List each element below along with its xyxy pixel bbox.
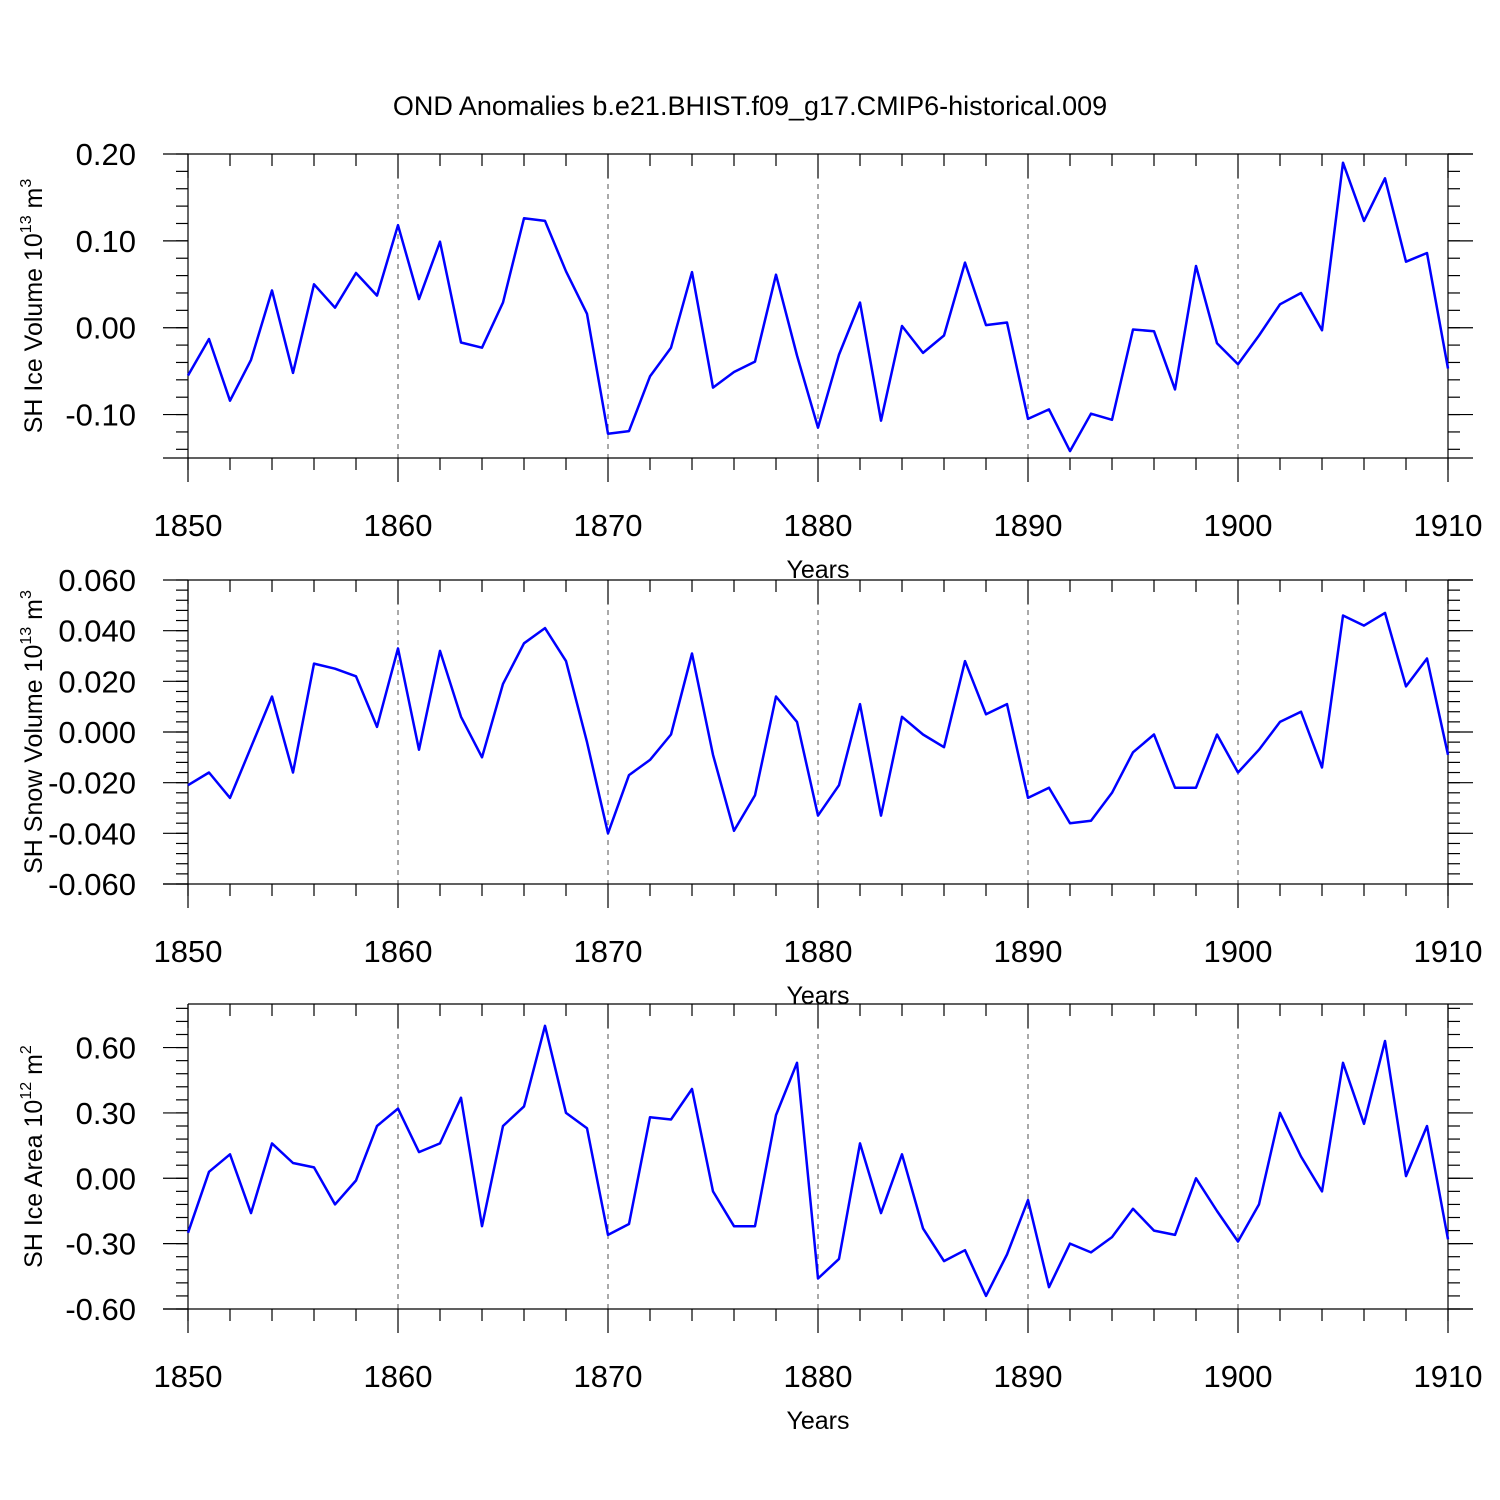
y-tick-label: 0.30 [76, 1096, 136, 1131]
x-tick-label: 1870 [574, 508, 643, 543]
y-axis-title-unit: m [20, 188, 48, 216]
y-axis-title-main: SH Ice Area 10 [20, 1100, 48, 1268]
x-tick-label: 1900 [1204, 934, 1273, 969]
y-tick-label: -0.060 [48, 867, 136, 902]
y-axis-title: SH Ice Area 1012 m2 [18, 1045, 48, 1268]
x-tick-label: 1860 [364, 508, 433, 543]
panel-1: 0.20 0.10 0.00 -0.10 1850 1860 1870 1880 1890 190… [18, 137, 1482, 584]
y-axis-title-main: SH Snow Volume 10 [20, 645, 48, 874]
y-axis-title-unit: m [20, 1054, 48, 1082]
x-tick-label: 1850 [154, 934, 223, 969]
y-axis-title-main: SH Ice Volume 10 [20, 233, 48, 433]
x-tick-label: 1910 [1414, 508, 1483, 543]
y-axis-title-unit-exponent: 2 [18, 1045, 35, 1054]
panel-2: 0.060 0.040 0.020 0.000 -0.020 -0.040 -0.060 18… [18, 563, 1482, 1010]
chart-title: OND Anomalies b.e21.BHIST.f09_g17.CMIP6-… [393, 91, 1107, 121]
y-axis-title-unit: m [20, 599, 48, 627]
x-tick-label: 1890 [994, 1359, 1063, 1394]
y-tick-label: 0.040 [58, 614, 136, 649]
series-line [186, 161, 1450, 453]
y-tick-label: -0.040 [48, 816, 136, 851]
y-tick-label: 0.000 [58, 715, 136, 750]
x-tick-label: 1880 [784, 1359, 853, 1394]
panel-3: 0.60 0.30 0.00 -0.30 -0.60 1850 1860 1870 1880 18… [18, 1003, 1483, 1435]
y-tick-label: 0.60 [76, 1031, 136, 1066]
x-tick-label: 1890 [994, 934, 1063, 969]
y-tick-label: 0.10 [76, 224, 136, 259]
y-axis-title: SH Snow Volume 1013 m3 [18, 590, 48, 874]
x-tick-label: 1900 [1204, 508, 1273, 543]
y-axis-title-unit-exponent: 3 [18, 590, 35, 599]
y-tick-label: 0.020 [58, 664, 136, 699]
x-tick-label: 1850 [154, 508, 223, 543]
x-tick-label: 1890 [994, 508, 1063, 543]
y-axis-title-unit-exponent: 3 [18, 179, 35, 188]
x-tick-label: 1880 [784, 508, 853, 543]
y-tick-label: -0.020 [48, 766, 136, 801]
y-tick-label: 0.20 [76, 137, 136, 172]
y-tick-label: 0.060 [58, 563, 136, 598]
y-tick-label: 0.00 [76, 1161, 136, 1196]
x-tick-label: 1870 [574, 1359, 643, 1394]
y-tick-label: 0.00 [76, 311, 136, 346]
y-axis-title-exponent: 13 [18, 215, 35, 233]
y-axis-title: SH Ice Volume 1013 m3 [18, 179, 48, 434]
x-tick-label: 1900 [1204, 1359, 1273, 1394]
x-tick-label: 1870 [574, 934, 643, 969]
y-axis-title-exponent: 12 [18, 1082, 35, 1100]
x-tick-label: 1850 [154, 1359, 223, 1394]
series-line [187, 611, 1450, 835]
y-tick-label: -0.10 [65, 398, 136, 433]
y-axis-title-exponent: 13 [18, 627, 35, 645]
x-tick-label: 1860 [364, 1359, 433, 1394]
x-tick-label: 1910 [1414, 1359, 1483, 1394]
x-tick-label: 1910 [1414, 934, 1483, 969]
x-tick-label: 1880 [784, 934, 853, 969]
y-tick-label: -0.60 [65, 1292, 136, 1327]
x-tick-label: 1860 [364, 934, 433, 969]
series-line [186, 1024, 1450, 1298]
y-tick-label: -0.30 [65, 1227, 136, 1262]
x-axis-title: Years [786, 1407, 849, 1435]
x-axis-title: Years [786, 556, 849, 584]
